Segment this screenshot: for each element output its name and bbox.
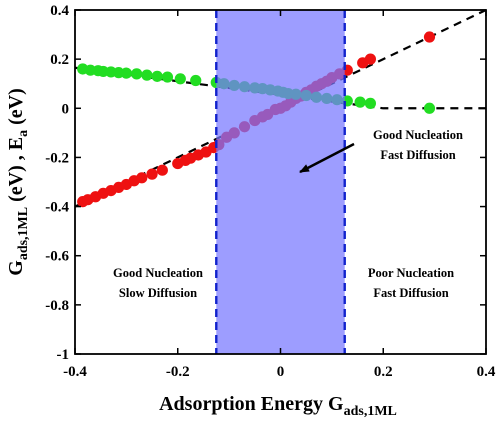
data-point-green <box>141 69 153 81</box>
x-tick-label: -0.2 <box>166 364 190 380</box>
annotation-bottom-right-line1: Poor Nucleation <box>368 266 454 280</box>
data-point-green <box>354 96 366 108</box>
y-tick-label: 0.2 <box>50 52 69 68</box>
y-tick-label: -0.8 <box>45 298 69 314</box>
annotation-arrow <box>299 142 355 174</box>
data-point-red <box>156 164 168 176</box>
annotation-bottom-left-line2: Slow Diffusion <box>119 286 197 300</box>
data-point-green <box>423 102 436 114</box>
data-point-red <box>146 168 158 180</box>
y-tick-label: 0.4 <box>50 3 69 19</box>
x-tick-label: 0 <box>277 364 285 380</box>
x-tick-label: 0.4 <box>477 364 496 380</box>
data-point-green <box>174 73 186 85</box>
y-tick-label: -0.6 <box>45 249 69 265</box>
x-tick-label: 0.2 <box>374 364 393 380</box>
annotation-bottom-right-line2: Fast Diffusion <box>373 286 448 300</box>
data-point-green <box>131 68 143 80</box>
annotation-bottom-left-line1: Good Nucleation <box>113 266 203 280</box>
data-point-green <box>120 67 132 79</box>
data-point-green <box>190 74 202 87</box>
data-point-red <box>364 53 377 65</box>
y-tick-label: -1 <box>57 347 70 363</box>
y-axis-title: Gads,1ML (eV) , Ea (eV) <box>5 88 31 275</box>
annotation-top-right-line1: Good Nucleation <box>373 128 463 142</box>
data-point-red <box>136 172 148 184</box>
x-axis-title: Adsorption Energy Gads,1ML <box>159 393 397 419</box>
y-tick-label: -0.2 <box>45 150 69 166</box>
x-tick-label: -0.4 <box>63 364 87 380</box>
data-point-green <box>161 71 174 83</box>
annotation-top-right-line2: Fast Diffusion <box>380 148 455 162</box>
data-point-green <box>364 97 377 109</box>
y-tick-label: -0.4 <box>45 200 69 216</box>
optimal-band <box>216 10 345 354</box>
y-tick-label: 0 <box>62 101 70 117</box>
data-point-red <box>423 31 436 43</box>
data-point-green <box>151 70 163 82</box>
